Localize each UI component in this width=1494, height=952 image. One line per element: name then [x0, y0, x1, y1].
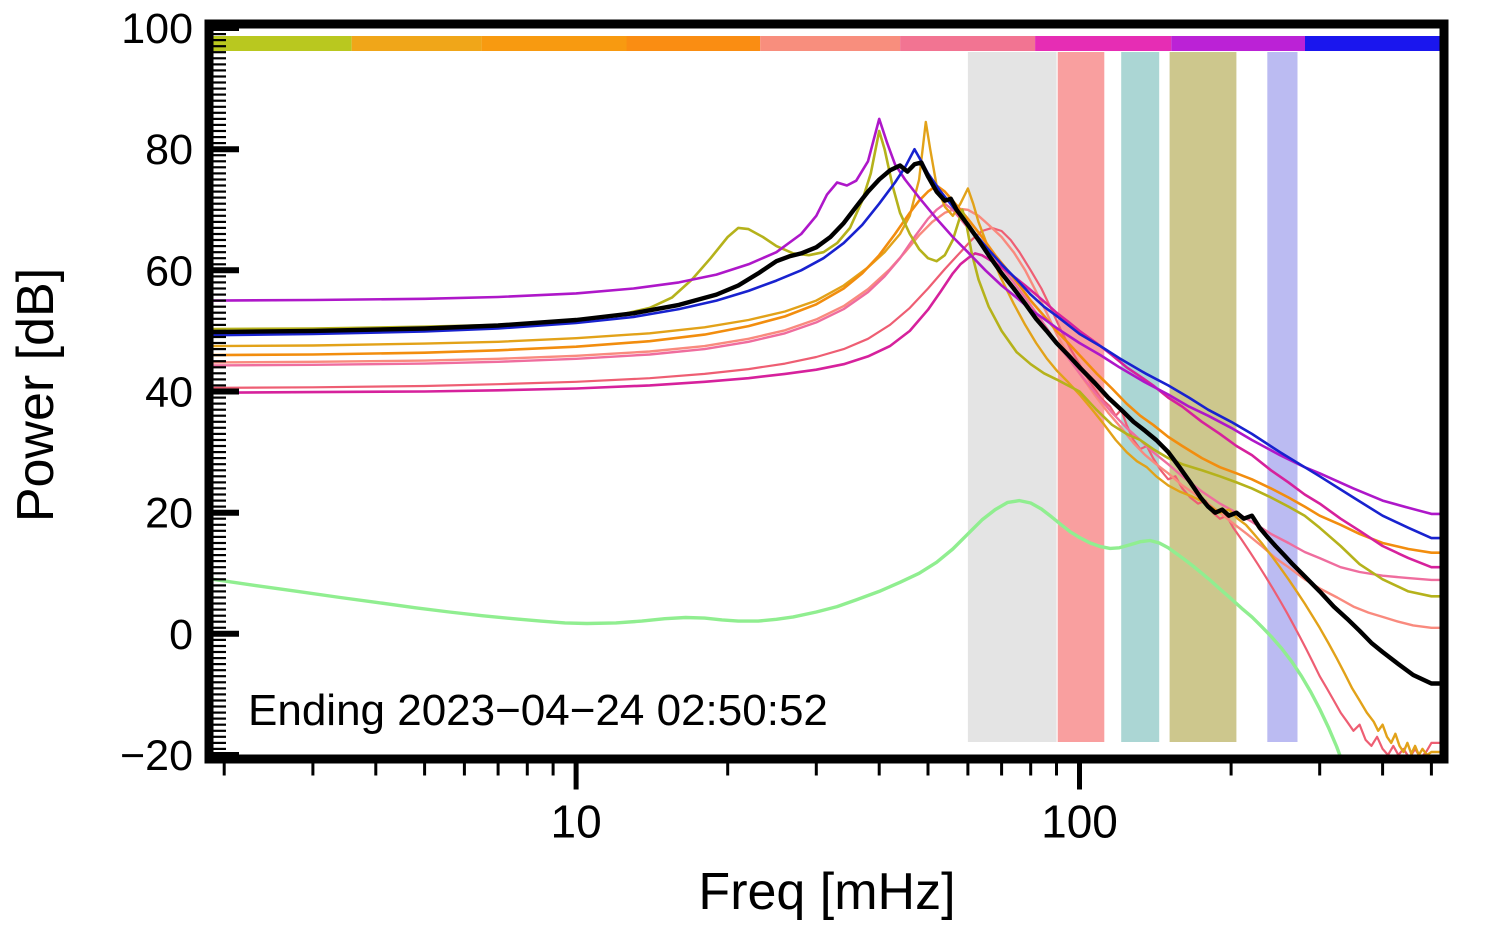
y-tick-label: 80 — [145, 126, 193, 174]
top-colorbar — [213, 36, 1440, 51]
colorbar-segment-1 — [351, 36, 482, 51]
band-olive — [1169, 52, 1237, 742]
colorbar-segment-2 — [481, 36, 627, 51]
series-pink — [213, 202, 1440, 582]
series-orange — [213, 184, 1440, 554]
band-gray — [967, 52, 1057, 742]
series-salmon — [213, 207, 1440, 629]
y-tick-label: 40 — [145, 369, 193, 417]
colorbar-segment-6 — [1035, 36, 1172, 51]
colorbar-segment-8 — [1305, 36, 1440, 51]
series-black-mean — [213, 160, 1440, 686]
series-purple — [213, 117, 1440, 516]
y-tick-label: 20 — [145, 490, 193, 538]
series-olive — [213, 129, 1440, 598]
x-ticks — [222, 759, 1433, 790]
series-green — [213, 498, 1342, 755]
y-tick-label: −20 — [120, 732, 193, 780]
colorbar-segment-7 — [1171, 36, 1305, 51]
band-lavender — [1267, 52, 1298, 742]
y-minor-ticks — [213, 26, 226, 757]
x-tick-label: 100 — [1041, 796, 1118, 848]
colorbar-segment-0 — [213, 36, 352, 51]
y-tick-label: 100 — [121, 5, 193, 53]
y-tick-label: 0 — [169, 611, 193, 659]
x-tick-label: 10 — [551, 796, 602, 848]
series-crimson — [213, 226, 1440, 755]
series-magenta-late — [213, 252, 1440, 569]
ending-timestamp-annotation: Ending 2023−04−24 02:50:52 — [248, 686, 828, 735]
plot-frame — [204, 19, 1449, 764]
y-major-ticks — [213, 25, 239, 758]
plot-area — [213, 52, 1440, 755]
y-tick-label: 60 — [145, 247, 193, 295]
colorbar-segment-4 — [760, 36, 901, 51]
colorbar-segment-3 — [626, 36, 761, 51]
colorbar-segment-5 — [900, 36, 1036, 51]
x-axis-label: Freq [mHz] — [698, 863, 956, 921]
series-gold — [213, 120, 1440, 755]
band-teal — [1121, 52, 1160, 742]
y-axis-label: Power [dB] — [7, 267, 65, 523]
